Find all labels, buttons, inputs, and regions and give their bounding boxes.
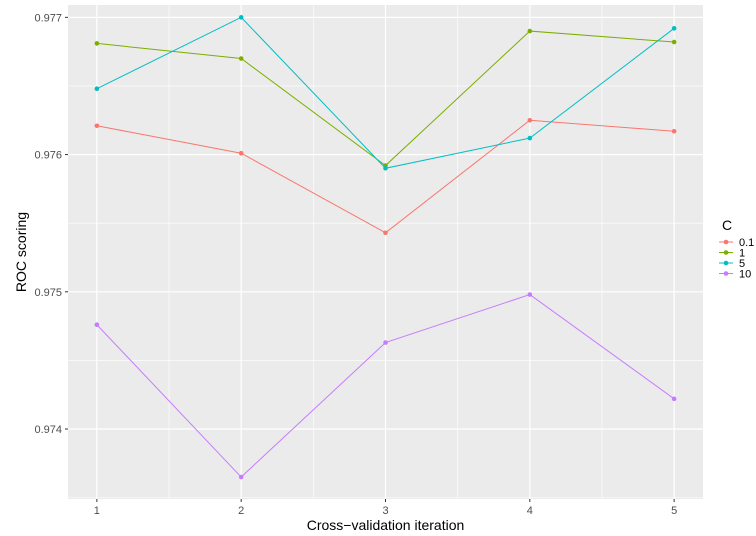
y-tick-label: 0.976 bbox=[34, 150, 62, 162]
major-gridlines bbox=[68, 5, 703, 499]
data-point bbox=[238, 56, 244, 61]
data-point bbox=[94, 322, 100, 328]
y-tick-label: 0.975 bbox=[34, 287, 62, 299]
y-tick-label: 0.977 bbox=[34, 12, 62, 24]
data-point bbox=[671, 39, 677, 45]
legend-key-point bbox=[723, 260, 729, 266]
legend-label: 10 bbox=[739, 269, 751, 281]
data-point bbox=[94, 41, 100, 46]
data-point bbox=[238, 15, 244, 20]
data-point bbox=[671, 396, 677, 402]
legend-key-point bbox=[723, 271, 729, 276]
data-point bbox=[94, 86, 100, 92]
x-tick-label: 5 bbox=[671, 505, 677, 517]
data-point bbox=[383, 165, 388, 171]
data-point bbox=[238, 474, 244, 480]
data-point bbox=[671, 26, 677, 31]
x-axis-ticks: 1 2 3 4 5 bbox=[94, 499, 677, 517]
legend-label: 0.1 bbox=[739, 237, 754, 249]
data-point bbox=[527, 135, 533, 141]
legend-title: C bbox=[722, 217, 732, 233]
legend-key-point bbox=[723, 239, 729, 245]
legend-item: 0.1 bbox=[719, 237, 754, 249]
legend-label: 5 bbox=[739, 258, 745, 270]
legend-item: 5 bbox=[719, 258, 745, 270]
series-points bbox=[94, 15, 677, 480]
x-tick-label: 4 bbox=[527, 505, 533, 517]
data-point bbox=[383, 230, 388, 236]
x-axis-title: Cross−validation iteration bbox=[307, 517, 465, 533]
y-axis-ticks: 0.974 0.975 0.976 0.977 bbox=[34, 12, 68, 436]
legend-key-point bbox=[723, 250, 729, 255]
x-tick-label: 2 bbox=[238, 505, 244, 517]
x-tick-label: 3 bbox=[382, 505, 388, 517]
y-axis-title: ROC scoring bbox=[13, 212, 29, 292]
data-point bbox=[527, 292, 533, 297]
y-tick-label: 0.974 bbox=[34, 424, 62, 436]
data-point bbox=[671, 128, 677, 134]
data-point bbox=[238, 150, 244, 156]
data-point bbox=[383, 340, 388, 345]
data-point bbox=[527, 117, 533, 123]
data-point bbox=[94, 123, 100, 129]
legend-label: 1 bbox=[739, 248, 745, 260]
legend-item: 10 bbox=[719, 269, 751, 281]
legend-item: 1 bbox=[719, 248, 745, 260]
x-tick-label: 1 bbox=[94, 505, 100, 517]
data-point bbox=[527, 28, 533, 34]
